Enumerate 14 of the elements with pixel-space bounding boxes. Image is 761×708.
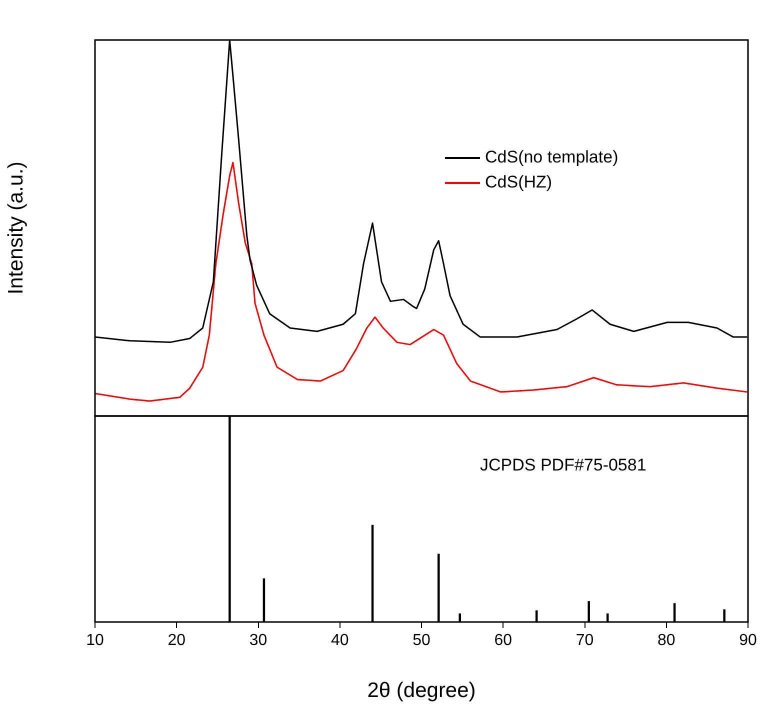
legend-label: CdS(HZ) <box>485 172 552 192</box>
x-tick-label: 90 <box>739 632 757 650</box>
x-tick-label: 70 <box>576 632 594 650</box>
x-tick-label: 40 <box>330 632 349 650</box>
x-tick-label: 50 <box>412 632 430 650</box>
x-tick-label: 80 <box>657 632 676 650</box>
x-tick-label: 30 <box>249 632 268 650</box>
y-axis-title: Intensity (a.u.) <box>4 161 28 295</box>
x-tick-label: 60 <box>494 632 512 650</box>
legend-label: CdS(no template) <box>485 148 618 167</box>
x-axis-title: 2θ (degree) <box>367 679 476 702</box>
annotation: JCPDS PDF#75-0581 <box>480 456 646 475</box>
x-tick-label: 10 <box>86 632 104 650</box>
x-tick-label: 20 <box>168 632 186 650</box>
